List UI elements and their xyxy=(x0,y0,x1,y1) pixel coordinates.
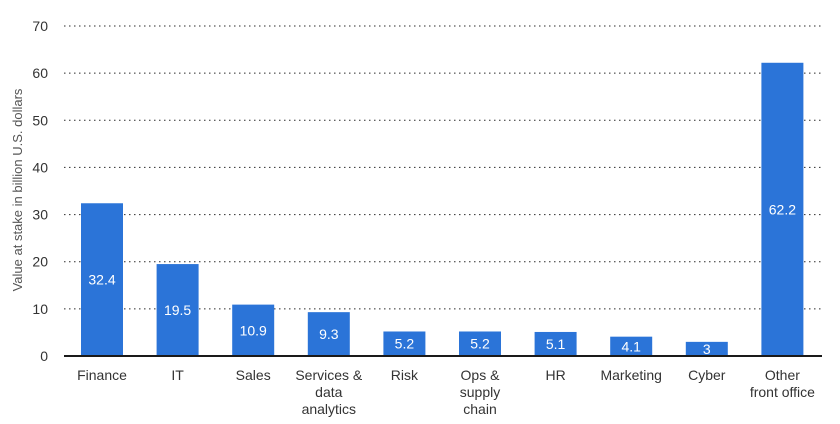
bar-value-label: 5.1 xyxy=(546,336,566,352)
x-category-label: Services & data analytics xyxy=(295,367,363,417)
y-tick-label: 60 xyxy=(32,65,48,81)
x-category-label: Finance xyxy=(77,367,127,383)
bar-value-label: 10.9 xyxy=(240,322,267,338)
bar xyxy=(685,341,728,356)
x-category-label: Sales xyxy=(236,367,271,383)
x-category-label: Ops & supply chain xyxy=(460,367,500,417)
bar-value-label: 32.4 xyxy=(88,272,115,288)
bar xyxy=(610,336,653,356)
y-tick-label: 10 xyxy=(32,301,48,317)
y-tick-label: 50 xyxy=(32,112,48,128)
bar xyxy=(81,203,123,356)
x-category-label: HR xyxy=(545,367,565,383)
bar-value-label: 19.5 xyxy=(164,302,191,318)
bar xyxy=(761,62,804,357)
x-category-label: Risk xyxy=(391,367,419,383)
y-tick-label: 40 xyxy=(32,159,48,175)
bar-value-label: 9.3 xyxy=(319,326,339,342)
x-category-label: Other front office xyxy=(750,367,815,400)
bar-value-labels: 32.4 19.5 10.9 9.3 5.2 5.2 5.1 4.1 3 62.2 xyxy=(88,201,796,357)
y-tick-label: 0 xyxy=(40,348,48,364)
bar xyxy=(459,331,501,356)
category-labels: Finance IT Sales Services & data analytics Ris… xyxy=(77,367,815,417)
bar xyxy=(307,312,350,356)
y-axis-label: Value at stake in billion U.S. dollars xyxy=(10,88,25,291)
x-category-label: Cyber xyxy=(688,367,726,383)
bar-value-label: 3 xyxy=(703,341,711,357)
bar-value-label: 5.2 xyxy=(395,336,415,352)
y-tick-label: 20 xyxy=(32,254,48,270)
bar-value-label: 62.2 xyxy=(769,201,796,217)
y-tick-label: 70 xyxy=(32,18,48,34)
bar-value-label: 4.1 xyxy=(621,338,641,354)
bar xyxy=(383,331,426,356)
y-tick-label: 30 xyxy=(32,207,48,223)
axes: 0 10 20 30 40 50 60 70 xyxy=(32,18,822,364)
bar xyxy=(232,304,275,356)
bar xyxy=(156,264,199,356)
x-category-label: IT xyxy=(171,367,184,383)
x-category-label: Marketing xyxy=(600,367,661,383)
bar-value-label: 5.2 xyxy=(470,336,490,352)
bars xyxy=(81,62,804,357)
bar xyxy=(534,331,577,356)
